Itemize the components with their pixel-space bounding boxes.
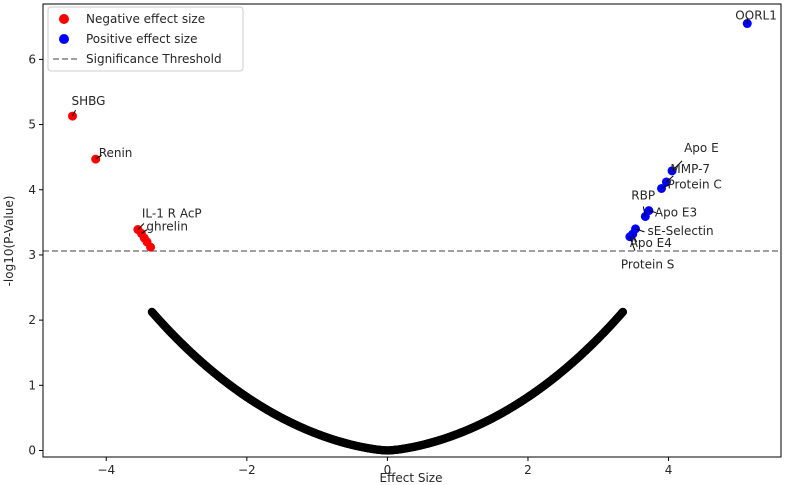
annotation-arrow	[666, 175, 674, 183]
legend-marker-positive	[59, 34, 69, 44]
legend-label-positive: Positive effect size	[86, 32, 198, 46]
annotation-arrow	[137, 223, 145, 230]
annotation-arrow	[629, 236, 636, 251]
annotation-label: SHBG	[72, 94, 106, 108]
y-tick-label: 4	[28, 183, 36, 197]
plot-frame	[42, 3, 782, 458]
x-tick-label: −4	[97, 463, 115, 477]
y-tick-label: 0	[28, 443, 36, 457]
x-axis-label: Effect Size	[380, 471, 443, 485]
points-layer	[147, 307, 628, 455]
point-nonsignificant	[618, 307, 628, 317]
y-tick-label: 2	[28, 313, 36, 327]
annotation-arrow	[632, 233, 638, 243]
point-negative	[68, 111, 78, 121]
annotation-label: Protein C	[668, 178, 722, 192]
point-negative	[91, 154, 101, 164]
x-axis-ticks: −4 −2 0 2 4	[97, 457, 672, 477]
annotation-label: Apo E	[684, 141, 719, 155]
annotation-arrow	[95, 154, 102, 160]
point-negative	[146, 242, 156, 252]
annotation-label: sE-Selectin	[648, 224, 714, 238]
x-tick-label: 0	[384, 463, 392, 477]
annotation-arrow	[642, 206, 646, 217]
annotation-arrow	[72, 109, 76, 117]
y-tick-label: 3	[28, 248, 36, 262]
y-axis-label: -log10(P-Value)	[2, 196, 16, 287]
annotation-label: Protein S	[621, 258, 675, 272]
annotation-label: Apo E4	[630, 236, 672, 250]
y-axis-ticks: 0 1 2 3 4 5 6	[28, 52, 43, 457]
y-tick-label: 1	[28, 378, 36, 392]
annotation-label: Apo E3	[655, 206, 697, 220]
x-tick-label: −2	[238, 463, 256, 477]
x-tick-label: 4	[665, 463, 673, 477]
legend-box	[47, 6, 244, 72]
annotation-arrow	[141, 228, 148, 234]
x-tick-label: 2	[524, 463, 532, 477]
annotation-label: OORL1	[735, 9, 777, 23]
annotation-label: Renin	[99, 146, 133, 160]
annotation-arrow	[671, 160, 683, 172]
annotation-label: ghrelin	[146, 219, 188, 233]
legend: Negative effect size Positive effect siz…	[47, 6, 244, 72]
y-tick-label: 5	[28, 118, 36, 132]
annotation-arrow	[661, 184, 670, 189]
legend-label-negative: Negative effect size	[86, 12, 205, 26]
annotation-arrow	[648, 210, 657, 214]
legend-marker-negative	[59, 14, 69, 24]
annotation-label: MMP-7	[670, 162, 710, 176]
annotation-arrow	[635, 228, 645, 233]
y-tick-label: 6	[28, 52, 36, 66]
annotation-label: RBP	[631, 189, 655, 203]
annotation-label: IL-1 R AcP	[142, 207, 202, 221]
point-positive	[640, 211, 650, 221]
legend-label-threshold: Significance Threshold	[86, 52, 222, 66]
point-positive	[625, 232, 635, 242]
